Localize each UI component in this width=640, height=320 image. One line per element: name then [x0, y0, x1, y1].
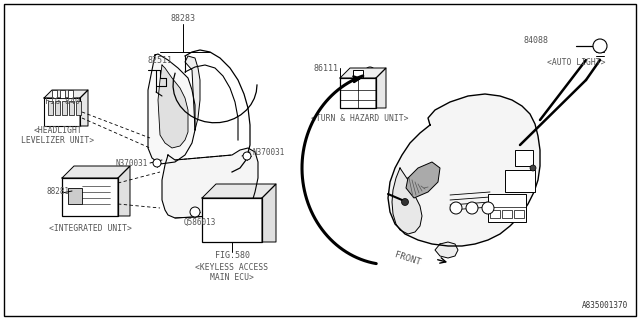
Bar	[502, 210, 512, 218]
Text: A835001370: A835001370	[582, 301, 628, 310]
Bar	[60, 90, 65, 98]
Bar	[68, 188, 82, 204]
Circle shape	[365, 67, 375, 77]
Bar	[490, 210, 500, 218]
Polygon shape	[388, 94, 540, 246]
Bar	[505, 170, 535, 192]
Bar	[69, 101, 74, 115]
Circle shape	[482, 202, 494, 214]
Bar	[44, 98, 80, 126]
Circle shape	[450, 202, 462, 214]
Polygon shape	[44, 90, 88, 98]
Polygon shape	[435, 242, 458, 258]
Bar	[202, 198, 262, 242]
Bar	[68, 90, 73, 98]
Circle shape	[243, 152, 251, 160]
Bar	[514, 210, 524, 218]
Polygon shape	[376, 68, 386, 108]
Circle shape	[530, 165, 536, 171]
Polygon shape	[406, 162, 440, 198]
Text: 84088: 84088	[523, 36, 548, 44]
Polygon shape	[262, 184, 276, 242]
Polygon shape	[162, 148, 258, 218]
Bar	[340, 78, 376, 108]
Bar	[353, 70, 363, 78]
Bar	[62, 101, 67, 115]
Polygon shape	[158, 65, 188, 148]
Circle shape	[401, 198, 408, 205]
Text: FRONT: FRONT	[394, 251, 422, 268]
Polygon shape	[118, 166, 130, 216]
Text: <HEADLIGHT: <HEADLIGHT	[34, 125, 83, 134]
Text: 82511: 82511	[147, 55, 173, 65]
Polygon shape	[148, 54, 195, 164]
Circle shape	[593, 39, 607, 53]
Bar	[488, 194, 526, 222]
Polygon shape	[185, 56, 200, 130]
Polygon shape	[340, 68, 386, 78]
Text: <KEYLESS ACCESS: <KEYLESS ACCESS	[195, 262, 269, 271]
Text: <TURN & HAZARD UNIT>: <TURN & HAZARD UNIT>	[311, 114, 409, 123]
Polygon shape	[392, 168, 422, 234]
Text: Q586013: Q586013	[184, 218, 216, 227]
Text: FIG.580: FIG.580	[214, 251, 250, 260]
Text: <AUTO LIGHT>: <AUTO LIGHT>	[547, 58, 605, 67]
Text: 88281: 88281	[47, 187, 70, 196]
Polygon shape	[202, 184, 276, 198]
Text: <INTEGRATED UNIT>: <INTEGRATED UNIT>	[49, 223, 131, 233]
Bar	[52, 90, 57, 98]
Bar	[48, 101, 53, 115]
Text: FIG.840: FIG.840	[45, 97, 79, 106]
Bar	[55, 101, 60, 115]
Text: 88283: 88283	[170, 13, 195, 22]
Text: 86111: 86111	[313, 63, 338, 73]
Bar	[76, 101, 81, 115]
Circle shape	[153, 159, 161, 167]
Text: MAIN ECU>: MAIN ECU>	[210, 274, 254, 283]
Text: N370031: N370031	[252, 148, 284, 156]
Bar	[62, 178, 118, 216]
Circle shape	[466, 202, 478, 214]
Text: N370031: N370031	[116, 158, 148, 167]
Bar	[515, 150, 533, 166]
Polygon shape	[80, 90, 88, 126]
Polygon shape	[62, 166, 130, 178]
Circle shape	[190, 207, 200, 217]
Text: LEVELIZER UNIT>: LEVELIZER UNIT>	[21, 135, 95, 145]
